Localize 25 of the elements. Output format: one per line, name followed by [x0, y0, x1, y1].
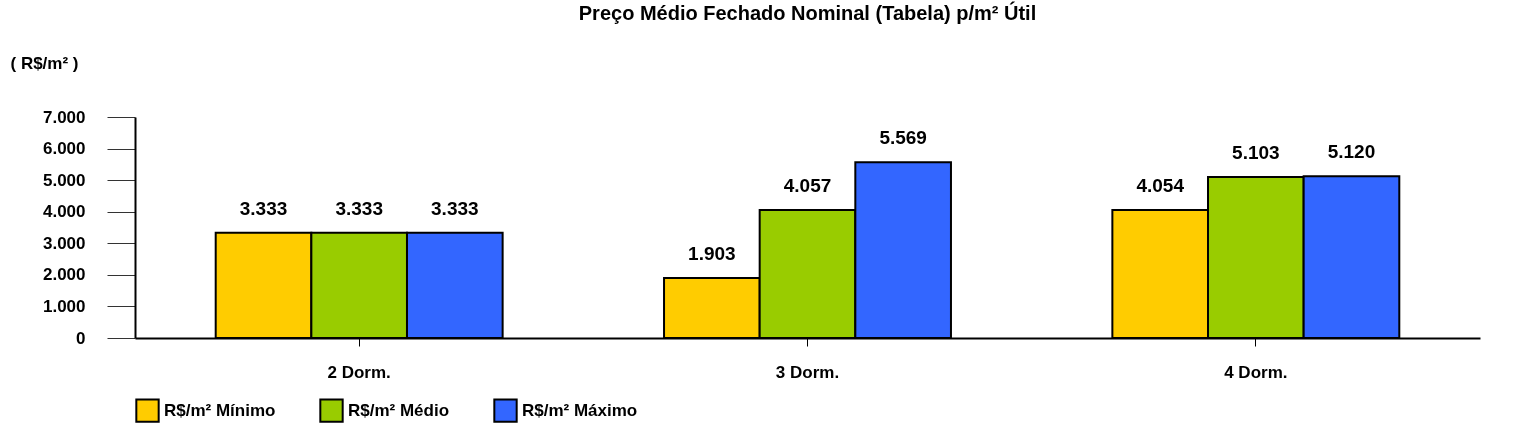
chart-title: Preço Médio Fechado Nominal (Tabela) p/m² Útil	[578, 1, 1037, 24]
data-label: 4.054	[1136, 175, 1185, 197]
data-label: 1.903	[688, 242, 736, 264]
y-tick-label: 2.000	[42, 265, 86, 285]
x-tick-label: 4 Dorm.	[1224, 362, 1288, 382]
x-tick-label: 3 Dorm.	[775, 362, 840, 382]
y-tick-label: 0	[76, 328, 86, 348]
y-tick-label: 1.000	[42, 296, 86, 316]
y-tick-label: 3.000	[42, 233, 86, 253]
data-label: 4.057	[783, 174, 832, 196]
y-axis-title: ( R$/m² )	[10, 53, 79, 73]
data-label: 5.569	[879, 127, 927, 149]
legend-label: R$/m² Médio	[348, 400, 450, 420]
x-tick-label: 2 Dorm.	[327, 362, 391, 382]
legend-label: R$/m² Mínimo	[164, 400, 276, 420]
y-tick-label: 6.000	[42, 139, 86, 159]
data-label: 3.333	[239, 197, 288, 219]
data-label: 5.120	[1327, 141, 1376, 163]
y-tick-label: 7.000	[42, 107, 86, 127]
data-label: 3.333	[431, 197, 479, 219]
y-tick-label: 5.000	[42, 170, 86, 190]
legend-label: R$/m² Máximo	[522, 400, 638, 420]
data-label: 3.333	[335, 197, 383, 219]
y-tick-label: 4.000	[42, 202, 86, 222]
data-label: 5.103	[1232, 141, 1280, 163]
